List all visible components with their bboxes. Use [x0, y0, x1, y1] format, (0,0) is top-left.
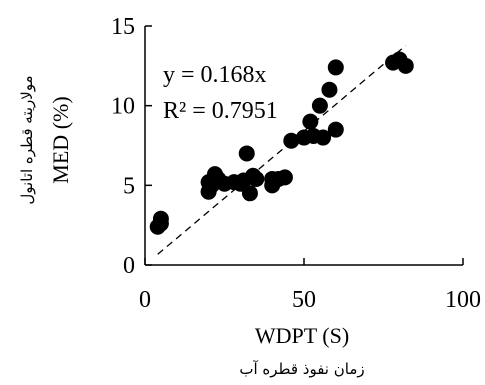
data-point — [283, 132, 300, 149]
x-tick-label: 50 — [292, 287, 316, 313]
data-point — [238, 145, 255, 162]
y-tick-label: 5 — [123, 173, 135, 199]
data-point — [315, 129, 332, 146]
y-tick-label: 10 — [111, 94, 135, 120]
data-point — [302, 113, 319, 130]
data-point — [311, 97, 328, 114]
tick-marks — [144, 25, 464, 266]
data-point — [248, 170, 265, 187]
data-point — [327, 59, 344, 76]
trendline — [157, 45, 407, 255]
equation-label: y = 0.168x — [163, 62, 267, 88]
tick-labels: 0 50 100 0 5 10 15 — [111, 14, 481, 313]
x-axis-title: WDPT (S) — [255, 323, 349, 348]
data-points — [149, 51, 414, 235]
x-axis-title-fa: زمان نفوذ قطره آب — [239, 360, 364, 378]
data-point — [397, 57, 414, 74]
data-point — [276, 169, 293, 186]
data-point — [327, 121, 344, 138]
y-axis-title: MED (%) — [48, 96, 73, 183]
x-tick-label: 0 — [139, 287, 151, 313]
y-axis-title-fa: مولاریته قطره اتانول — [18, 75, 36, 204]
y-tick-label: 0 — [123, 253, 135, 279]
data-point — [152, 210, 169, 227]
plot-area: 0 50 100 0 5 10 15 — [111, 14, 481, 313]
r-squared-label: R² = 0.7951 — [163, 98, 278, 124]
y-tick-label: 15 — [111, 14, 135, 40]
data-point — [241, 185, 258, 202]
x-tick-label: 100 — [445, 287, 481, 313]
data-point — [321, 81, 338, 98]
